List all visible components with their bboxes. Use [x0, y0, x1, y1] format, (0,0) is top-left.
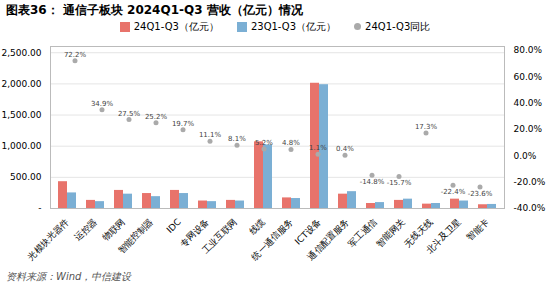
svg-text:IDC: IDC	[165, 217, 183, 235]
svg-text:17.3%: 17.3%	[415, 123, 438, 131]
svg-text:34.9%: 34.9%	[91, 100, 114, 108]
svg-text:-20.0%: -20.0%	[514, 177, 546, 187]
svg-text:1.1%: 1.1%	[309, 144, 327, 152]
svg-text:工业互联网: 工业互联网	[200, 217, 239, 256]
svg-text:-40.0%: -40.0%	[514, 203, 546, 213]
svg-text:智能网关: 智能网关	[374, 217, 407, 250]
html-text:24Q1-Q3同比: 24Q1-Q3同比	[365, 20, 431, 32]
svg-text:80.0%: 80.0%	[514, 45, 543, 55]
svg-text:1,000.00: 1,000.00	[1, 141, 41, 151]
svg-text:72.2%: 72.2%	[64, 51, 87, 59]
html-text:图表36： 通信子板块 2024Q1-Q3 营收（亿元）情况: 图表36： 通信子板块 2024Q1-Q3 营收（亿元）情况	[6, 3, 303, 17]
html-text:23Q1-Q3（亿元）: 23Q1-Q3（亿元）	[250, 20, 337, 32]
svg-text:11.1%: 11.1%	[199, 131, 222, 139]
svg-text:1,500.00: 1,500.00	[1, 110, 41, 120]
svg-text:19.7%: 19.7%	[172, 120, 195, 128]
svg-text:无线天线: 无线天线	[402, 216, 435, 250]
html-text:24Q1-Q3（亿元）: 24Q1-Q3（亿元）	[133, 20, 219, 32]
svg-text:线缆: 线缆	[247, 217, 267, 237]
svg-text:500.00: 500.00	[10, 172, 42, 182]
svg-text:物联网: 物联网	[101, 217, 127, 243]
svg-text:ICT设备: ICT设备	[292, 216, 323, 247]
svg-text:-14.8%: -14.8%	[360, 178, 385, 186]
svg-text:25.2%: 25.2%	[145, 113, 168, 121]
svg-text:0.4%: 0.4%	[336, 145, 354, 153]
svg-text:军工通信: 军工通信	[346, 217, 379, 250]
svg-text:专网设备: 专网设备	[178, 216, 211, 250]
svg-text:运控器: 运控器	[73, 217, 99, 243]
svg-text:0.0%: 0.0%	[514, 151, 537, 161]
svg-text:-: -	[38, 203, 41, 213]
svg-text:光模块光器件: 光模块光器件	[26, 217, 71, 262]
svg-text:2,500.00: 2,500.00	[1, 48, 41, 58]
svg-text:27.5%: 27.5%	[118, 110, 141, 118]
svg-text:8.1%: 8.1%	[228, 135, 246, 143]
svg-text:20.0%: 20.0%	[514, 124, 543, 134]
svg-text:-15.7%: -15.7%	[387, 179, 412, 187]
svg-text:-22.4%: -22.4%	[441, 188, 466, 196]
svg-text:-23.6%: -23.6%	[468, 190, 493, 198]
svg-text:统一通信服务: 统一通信服务	[250, 217, 295, 262]
svg-text:智能卡: 智能卡	[465, 217, 491, 243]
svg-text:2,000.00: 2,000.00	[1, 79, 41, 89]
svg-text:5.2%: 5.2%	[255, 139, 273, 147]
svg-text:智能控制器: 智能控制器	[116, 217, 155, 256]
svg-text:北斗及卫星: 北斗及卫星	[424, 217, 463, 256]
html-text:资料来源：Wind，中信建设: 资料来源：Wind，中信建设	[6, 271, 132, 282]
svg-text:60.0%: 60.0%	[514, 72, 543, 82]
svg-text:4.8%: 4.8%	[282, 139, 300, 147]
svg-text:通信配置服务: 通信配置服务	[306, 217, 351, 262]
svg-text:40.0%: 40.0%	[514, 98, 543, 108]
